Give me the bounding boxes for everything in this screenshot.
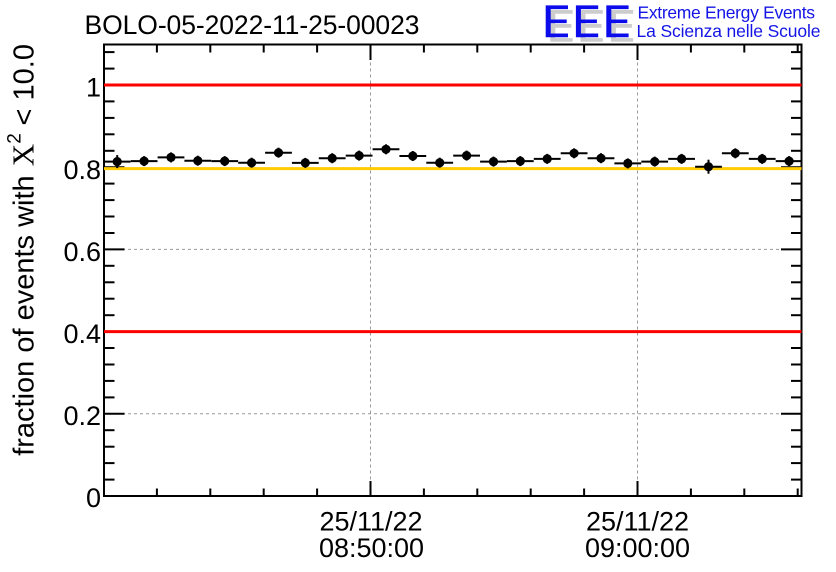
svg-text:25/11/22: 25/11/22 — [586, 506, 689, 536]
svg-text:0.6: 0.6 — [63, 237, 101, 267]
svg-text:0.8: 0.8 — [63, 155, 101, 185]
svg-text:25/11/22: 25/11/22 — [319, 506, 422, 536]
svg-text:Extreme Energy Events: Extreme Energy Events — [638, 3, 816, 23]
svg-text:La Scienza nelle Scuole: La Scienza nelle Scuole — [637, 21, 821, 41]
svg-text:0.4: 0.4 — [63, 319, 101, 349]
svg-text:09:00:00: 09:00:00 — [585, 533, 690, 563]
svg-text:fraction of events withX2 < 10: fraction of events withX2 < 10.0 — [5, 44, 41, 456]
svg-text:1: 1 — [86, 72, 101, 102]
svg-text:0.2: 0.2 — [63, 401, 101, 431]
svg-text:08:50:00: 08:50:00 — [319, 533, 424, 563]
svg-text:BOLO-05-2022-11-25-00023: BOLO-05-2022-11-25-00023 — [85, 10, 420, 40]
svg-text:0: 0 — [86, 483, 101, 513]
